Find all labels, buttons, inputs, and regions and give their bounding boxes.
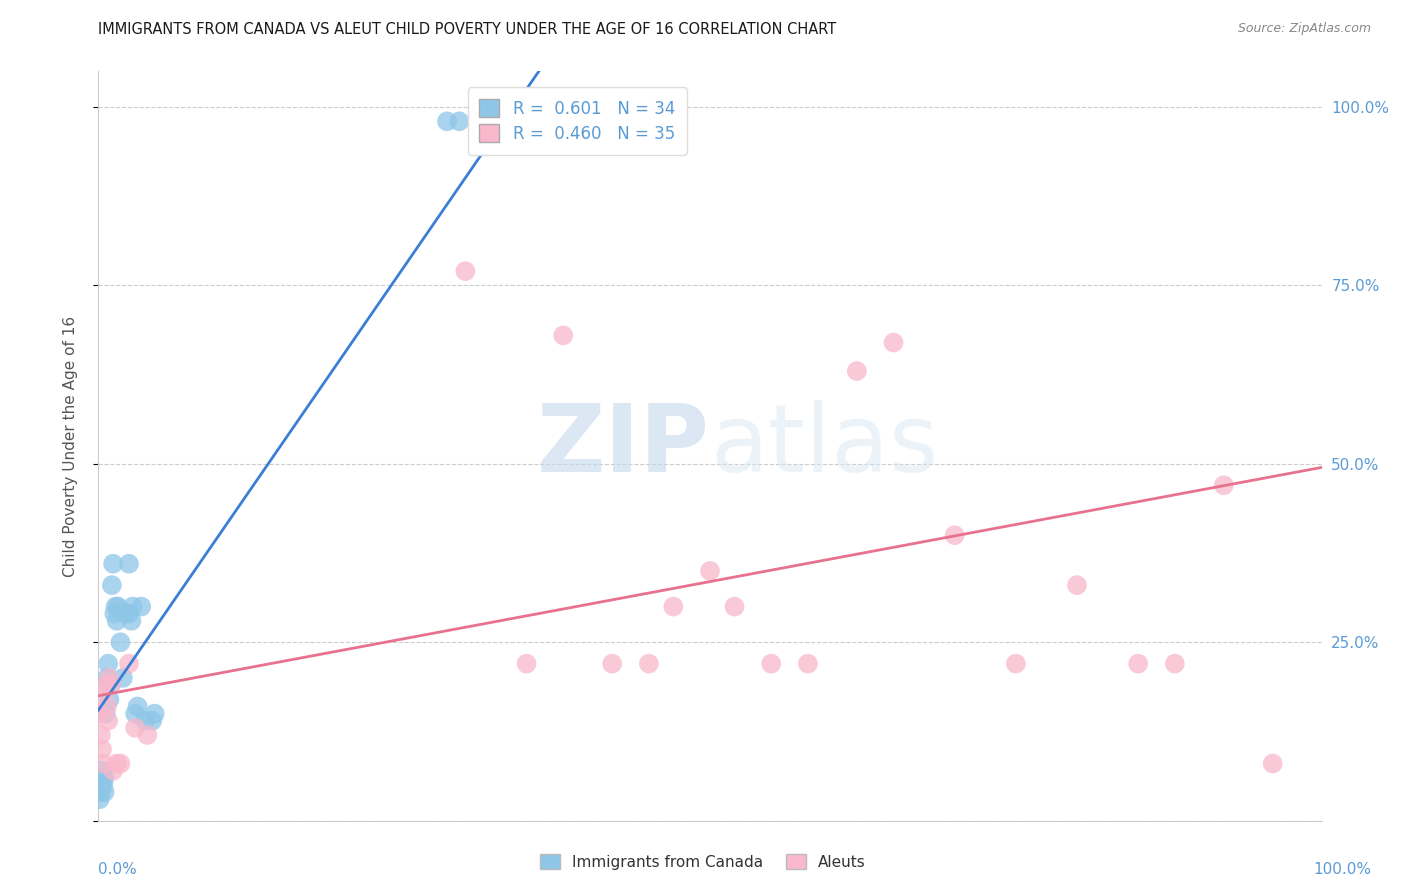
Point: [98, 671, 121, 685]
Point: [98, 692, 121, 706]
Point: [90, 785, 112, 799]
Point: [943, 528, 966, 542]
Point: [883, 335, 905, 350]
Point: [1261, 756, 1284, 771]
Point: [91, 778, 114, 792]
Point: [553, 328, 575, 343]
Y-axis label: Child Poverty Under the Age of 16: Child Poverty Under the Age of 16: [63, 316, 77, 576]
Point: [118, 607, 141, 621]
Point: [143, 706, 166, 721]
Point: [127, 699, 149, 714]
Point: [91, 756, 114, 771]
Point: [134, 714, 156, 728]
Point: [111, 671, 134, 685]
Point: [90, 778, 112, 792]
Point: [107, 599, 129, 614]
Point: [91, 764, 114, 778]
Legend: Immigrants from Canada, Aleuts: Immigrants from Canada, Aleuts: [533, 846, 873, 877]
Point: [100, 678, 122, 692]
Text: 0.0%: 0.0%: [98, 863, 138, 877]
Text: atlas: atlas: [710, 400, 938, 492]
Point: [723, 599, 745, 614]
Point: [449, 114, 471, 128]
Point: [101, 578, 124, 592]
Point: [1004, 657, 1026, 671]
Point: [141, 714, 163, 728]
Point: [600, 657, 623, 671]
Point: [91, 771, 114, 785]
Point: [89, 706, 111, 721]
Point: [91, 742, 114, 756]
Point: [761, 657, 783, 671]
Point: [797, 657, 820, 671]
Point: [90, 728, 112, 742]
Point: [93, 771, 115, 785]
Point: [845, 364, 868, 378]
Point: [101, 764, 124, 778]
Point: [105, 756, 128, 771]
Point: [96, 699, 118, 714]
Point: [436, 114, 458, 128]
Point: [120, 614, 142, 628]
Text: 100.0%: 100.0%: [1313, 863, 1371, 877]
Point: [94, 706, 117, 721]
Point: [100, 678, 122, 692]
Point: [94, 678, 117, 692]
Point: [97, 657, 120, 671]
Point: [93, 785, 115, 799]
Legend: R =  0.601   N = 34, R =  0.460   N = 35: R = 0.601 N = 34, R = 0.460 N = 35: [468, 87, 686, 154]
Point: [104, 599, 127, 614]
Point: [89, 792, 111, 806]
Point: [129, 599, 152, 614]
Point: [1164, 657, 1187, 671]
Point: [638, 657, 661, 671]
Point: [699, 564, 721, 578]
Point: [124, 721, 146, 735]
Point: [110, 635, 132, 649]
Point: [103, 607, 125, 621]
Point: [118, 657, 141, 671]
Point: [101, 557, 124, 571]
Point: [515, 657, 537, 671]
Text: IMMIGRANTS FROM CANADA VS ALEUT CHILD POVERTY UNDER THE AGE OF 16 CORRELATION CH: IMMIGRANTS FROM CANADA VS ALEUT CHILD PO…: [98, 22, 837, 37]
Point: [454, 264, 477, 278]
Point: [110, 756, 132, 771]
Point: [136, 728, 159, 742]
Point: [662, 599, 685, 614]
Point: [121, 599, 143, 614]
Text: ZIP: ZIP: [537, 400, 710, 492]
Point: [105, 614, 128, 628]
Point: [124, 706, 146, 721]
Point: [1212, 478, 1234, 492]
Point: [1066, 578, 1088, 592]
Point: [97, 714, 120, 728]
Point: [96, 671, 118, 685]
Text: Source: ZipAtlas.com: Source: ZipAtlas.com: [1237, 22, 1371, 36]
Point: [114, 607, 136, 621]
Point: [118, 557, 141, 571]
Point: [93, 685, 115, 699]
Point: [1128, 657, 1150, 671]
